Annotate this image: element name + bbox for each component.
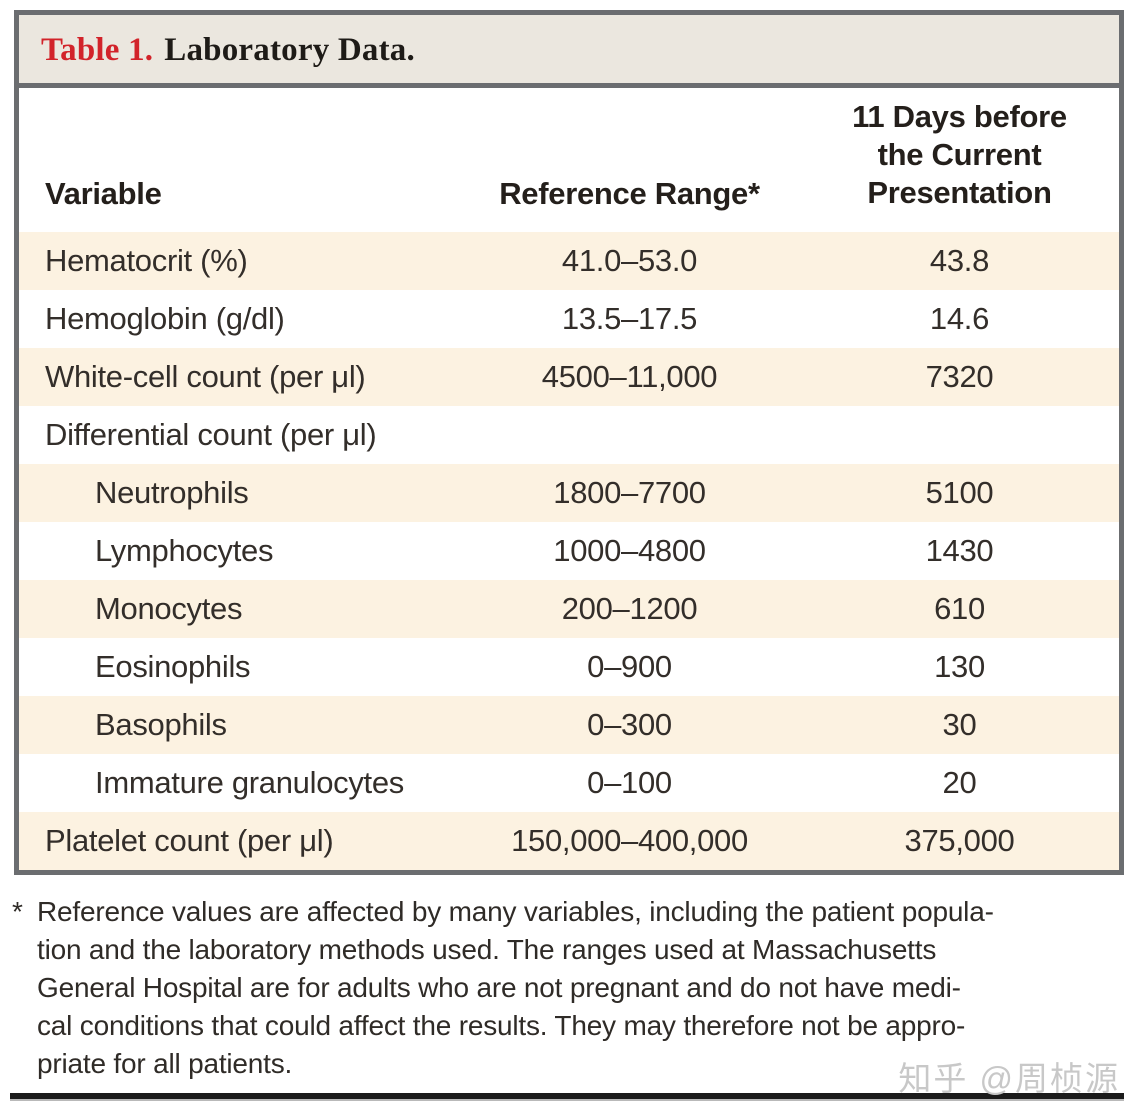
column-header-11-days-before: 11 Days before the Current Presentation xyxy=(800,88,1119,232)
reference-range-cell: 200–1200 xyxy=(561,591,698,626)
column-header-reference-range: Reference Range* xyxy=(499,176,760,211)
reference-range-cell: 0–300 xyxy=(587,707,672,742)
table-row: Neutrophils 1800–7700 5100 xyxy=(19,464,1119,522)
reference-range-cell: 1000–4800 xyxy=(553,533,706,568)
table-row: Lymphocytes 1000–4800 1430 xyxy=(19,522,1119,580)
table-row: Differential count (per μl) xyxy=(19,406,1119,464)
variable-cell: Immature granulocytes xyxy=(95,765,404,800)
presentation-value-cell: 14.6 xyxy=(929,301,990,336)
variable-cell: Monocytes xyxy=(95,591,243,626)
table-number: Table 1. xyxy=(41,32,154,68)
table-row: Eosinophils 0–900 130 xyxy=(19,638,1119,696)
reference-range-cell: 13.5–17.5 xyxy=(561,301,698,336)
reference-range-cell: 0–900 xyxy=(587,649,672,684)
reference-range-cell: 1800–7700 xyxy=(553,475,706,510)
reference-range-cell: 41.0–53.0 xyxy=(561,243,698,278)
header-row: Variable Reference Range* 11 Days before… xyxy=(19,88,1119,232)
presentation-value-cell xyxy=(800,406,1119,464)
reference-range-cell: 0–100 xyxy=(587,765,672,800)
variable-cell: Basophils xyxy=(95,707,227,742)
column-header-variable: Variable xyxy=(45,176,162,211)
lab-table-body: Hematocrit (%) 41.0–53.0 43.8 Hemoglobin (g… xyxy=(19,232,1119,870)
variable-cell: Platelet count (per μl) xyxy=(45,823,334,858)
reference-range-cell: 150,000–400,000 xyxy=(511,823,748,858)
table-title: Table 1. Laboratory Data. xyxy=(19,15,1119,88)
table-row: Hematocrit (%) 41.0–53.0 43.8 xyxy=(19,232,1119,290)
variable-cell: Neutrophils xyxy=(95,475,249,510)
variable-cell: Lymphocytes xyxy=(95,533,274,568)
lab-table-header: Variable Reference Range* 11 Days before… xyxy=(19,88,1119,232)
table-row: Basophils 0–300 30 xyxy=(19,696,1119,754)
reference-range-cell: 4500–11,000 xyxy=(541,359,718,394)
footnote-line: cal conditions that could affect the res… xyxy=(37,1010,966,1041)
zhihu-watermark: 知乎 @周桢源 xyxy=(898,1060,1120,1097)
variable-cell: White-cell count (per μl) xyxy=(45,359,366,394)
table-card: Table 1. Laboratory Data. Variable Refere… xyxy=(14,10,1124,875)
table-row: Monocytes 200–1200 610 xyxy=(19,580,1119,638)
presentation-value-cell: 375,000 xyxy=(904,823,1015,858)
footnote-lines: Reference values are affected by many va… xyxy=(37,893,994,1083)
footnote-line: priate for all patients. xyxy=(37,1048,293,1079)
presentation-value-cell: 610 xyxy=(934,591,985,626)
bottom-rule xyxy=(10,1093,1124,1101)
footnote-asterisk: * xyxy=(12,896,23,927)
footnote-line: tion and the laboratory methods used. Th… xyxy=(37,934,937,965)
reference-range-cell xyxy=(459,406,800,464)
table-row: Hemoglobin (g/dl) 13.5–17.5 14.6 xyxy=(19,290,1119,348)
table-row: Platelet count (per μl) 150,000–400,000 37… xyxy=(19,812,1119,870)
variable-cell: Hemoglobin (g/dl) xyxy=(45,301,285,336)
table-row: Immature granulocytes 0–100 20 xyxy=(19,754,1119,812)
presentation-value-cell: 130 xyxy=(934,649,985,684)
presentation-value-cell: 5100 xyxy=(925,475,994,510)
variable-cell: Hematocrit (%) xyxy=(45,243,248,278)
presentation-value-cell: 20 xyxy=(942,765,977,800)
presentation-value-cell: 30 xyxy=(942,707,977,742)
column-header-11-days-before-text: 11 Days before the Current Presentation xyxy=(852,99,1067,210)
table-title-text: Laboratory Data. xyxy=(164,32,415,68)
presentation-value-cell: 43.8 xyxy=(929,243,990,278)
footnote-line: General Hospital are for adults who are … xyxy=(37,972,961,1003)
presentation-value-cell: 1430 xyxy=(925,533,994,568)
table-row: White-cell count (per μl) 4500–11,000 7320 xyxy=(19,348,1119,406)
presentation-value-cell: 7320 xyxy=(925,359,994,394)
table-footnote: * Reference values are affected by many … xyxy=(12,893,1136,1083)
variable-cell: Eosinophils xyxy=(95,649,251,684)
lab-table: Variable Reference Range* 11 Days before… xyxy=(19,88,1119,870)
variable-cell: Differential count (per μl) xyxy=(45,417,377,452)
footnote-line: Reference values are affected by many va… xyxy=(37,896,994,927)
